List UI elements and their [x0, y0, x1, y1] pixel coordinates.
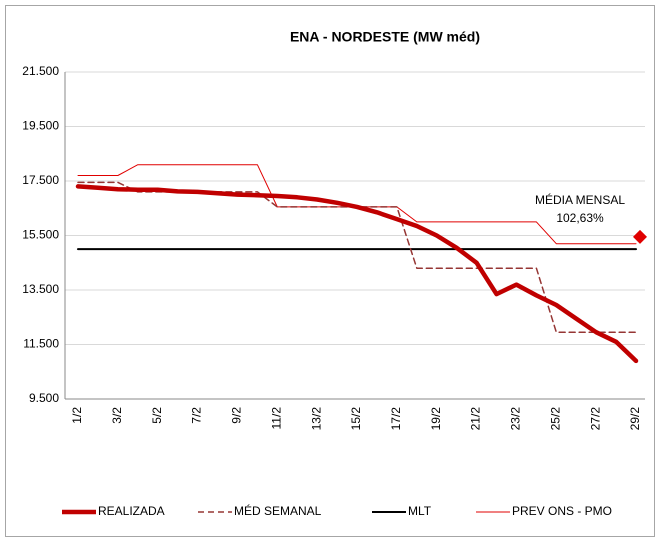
y-tick-label: 21.500 [22, 64, 59, 78]
x-tick-label: 5/2 [150, 407, 164, 424]
x-tick-label: 13/2 [309, 407, 323, 431]
x-tick-label: 7/2 [190, 407, 204, 424]
x-tick-label: 23/2 [509, 407, 523, 431]
y-tick-label: 13.500 [22, 282, 59, 296]
x-tick-label: 9/2 [230, 407, 244, 424]
y-tick-label: 19.500 [22, 119, 59, 133]
legend-label: REALIZADA [98, 504, 165, 518]
x-tick-label: 15/2 [349, 407, 363, 431]
legend-label: MLT [408, 504, 432, 518]
x-tick-label: 19/2 [429, 407, 443, 431]
annotation: MÉDIA MENSAL [535, 192, 625, 207]
x-tick-label: 27/2 [588, 407, 602, 431]
x-tick-label: 11/2 [269, 407, 283, 430]
x-tick-label: 21/2 [469, 407, 483, 431]
annotation: 102,63% [556, 211, 604, 225]
chart-border [5, 5, 655, 537]
x-tick-label: 17/2 [389, 407, 403, 431]
x-tick-label: 1/2 [70, 407, 84, 424]
y-tick-label: 17.500 [22, 173, 59, 187]
x-tick-label: 3/2 [110, 407, 124, 424]
legend-label: MÉD SEMANAL [234, 503, 322, 518]
y-tick-label: 9.500 [29, 391, 59, 405]
media-mensal-marker [633, 229, 647, 244]
x-tick-label: 25/2 [548, 407, 562, 431]
chart-title: ENA - NORDESTE (MW méd) [290, 29, 480, 45]
x-tick-label: 29/2 [628, 407, 642, 431]
y-tick-label: 11.500 [23, 337, 59, 351]
series-line [75, 184, 639, 364]
y-tick-label: 15.500 [22, 228, 59, 242]
legend-label: PREV ONS - PMO [512, 504, 612, 518]
